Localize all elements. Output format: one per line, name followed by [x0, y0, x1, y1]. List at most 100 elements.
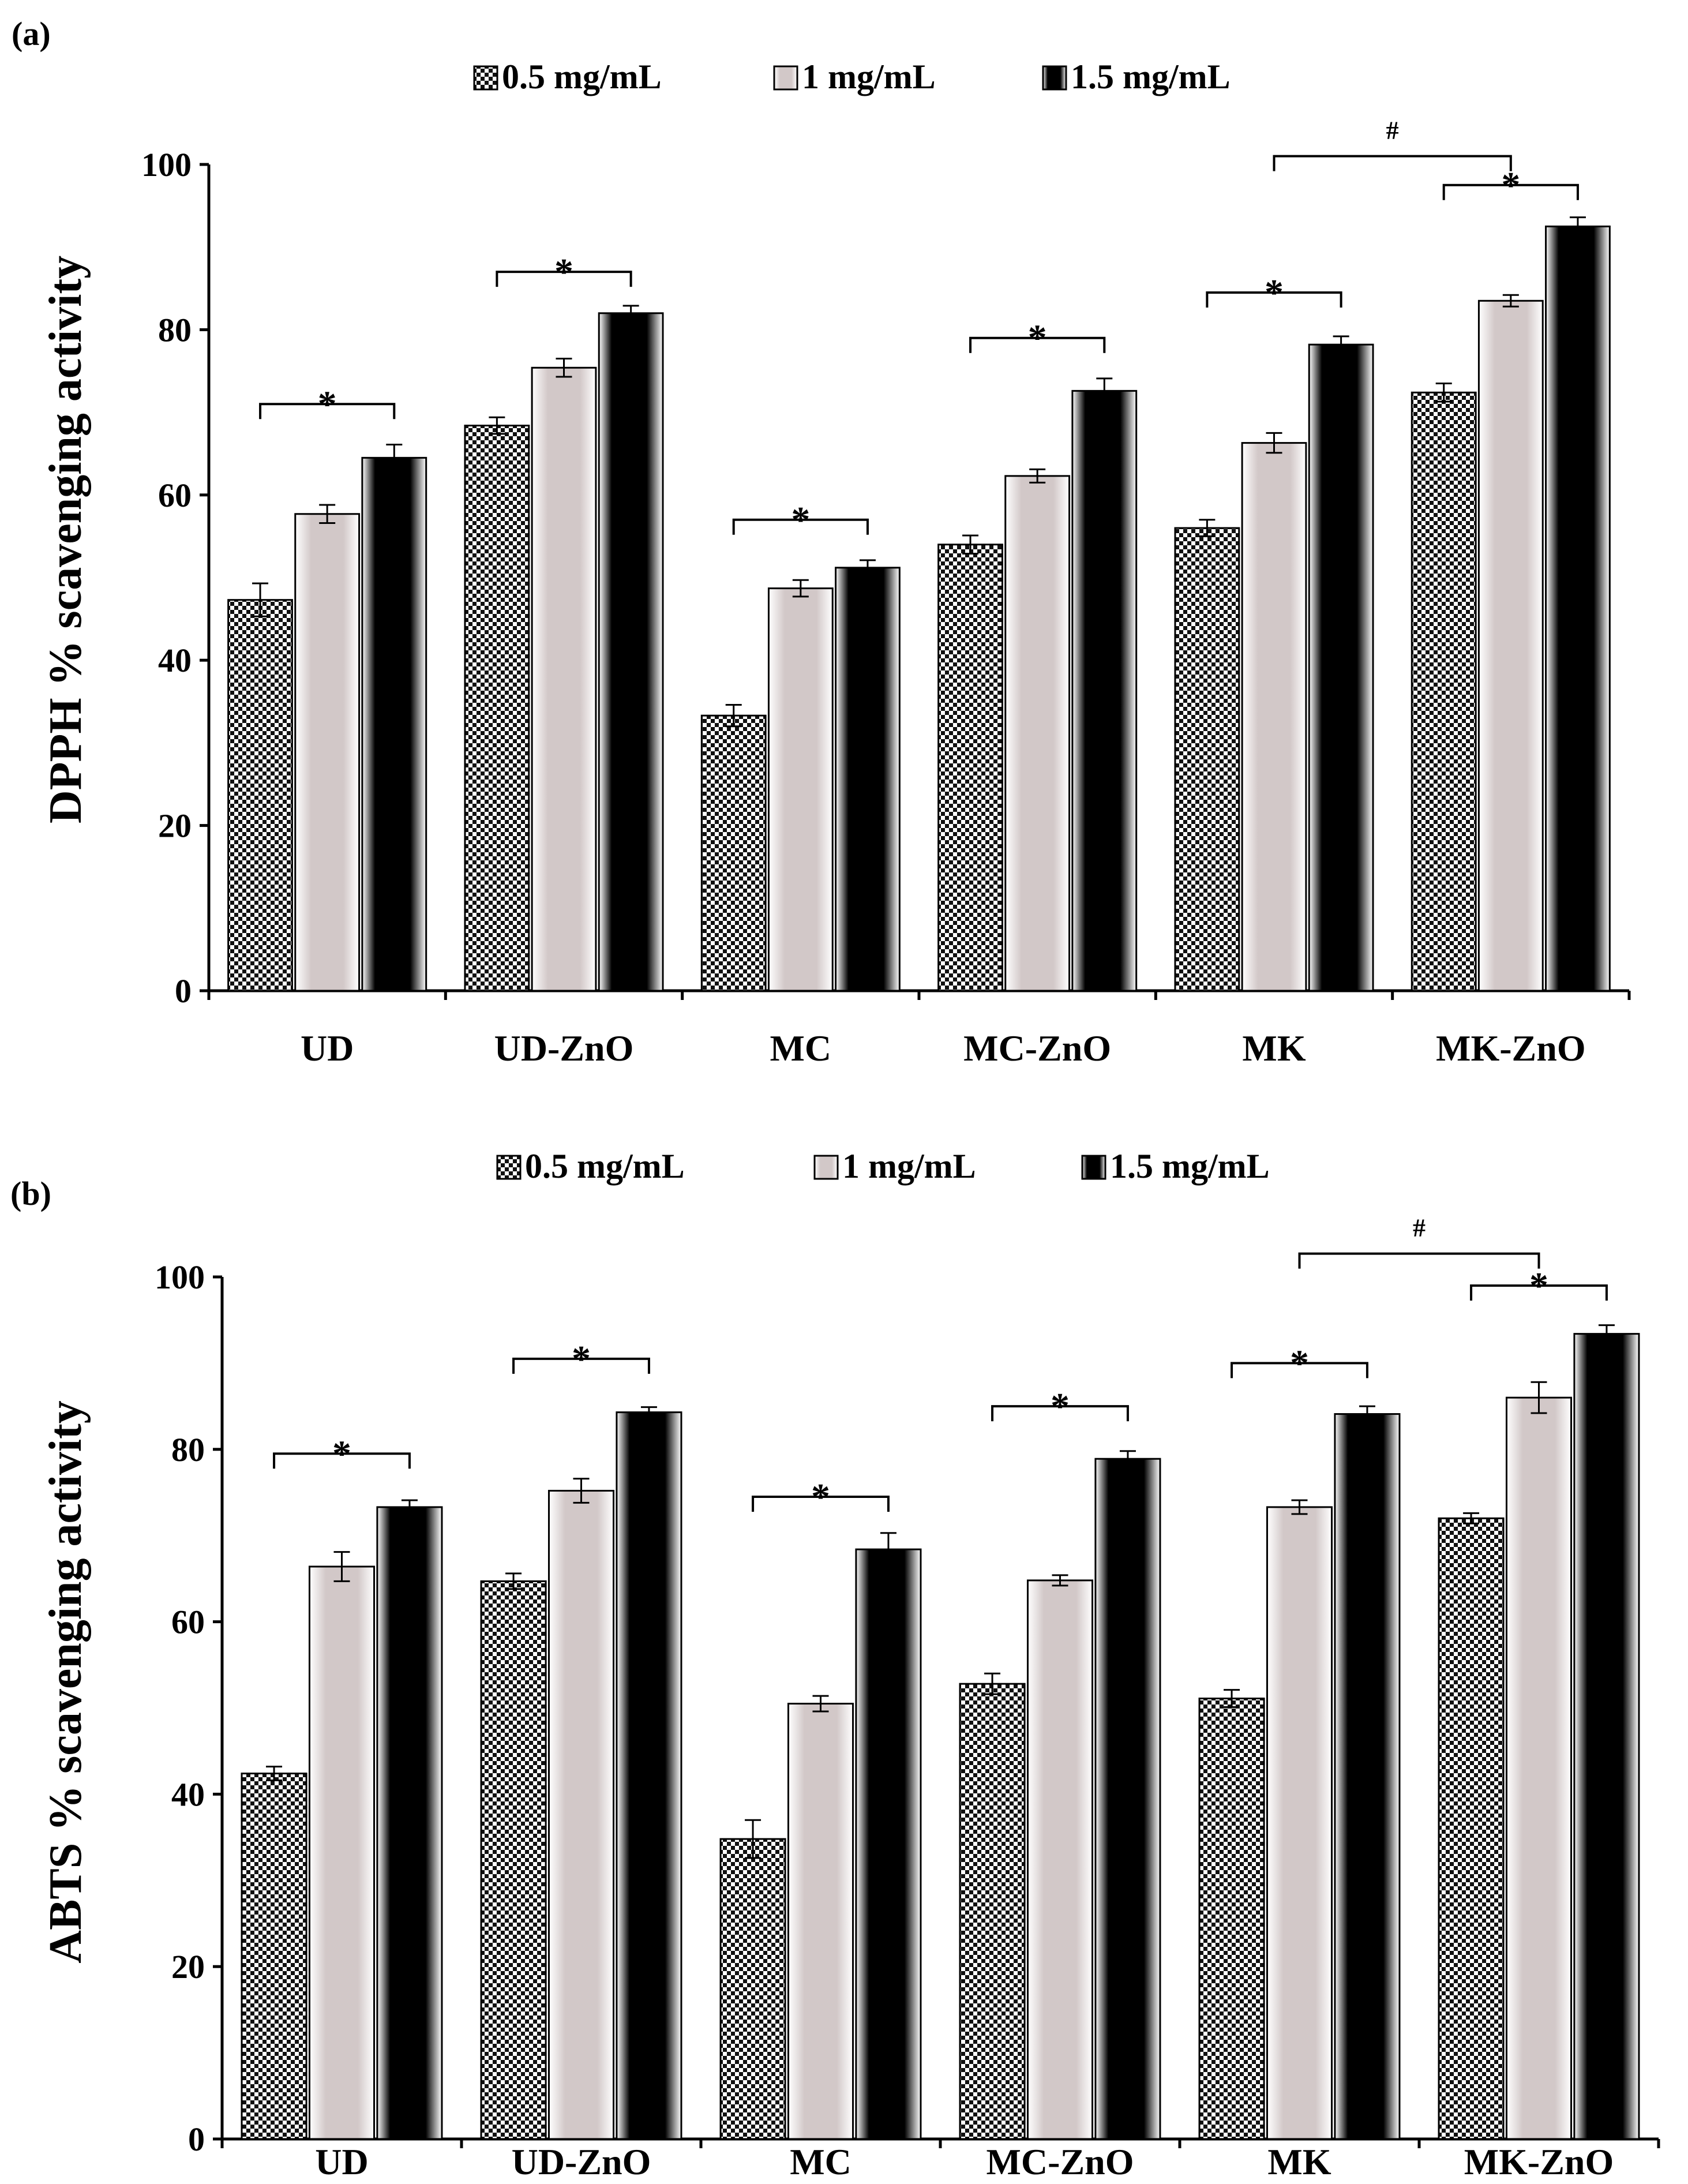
- bar-b-s2-c3: [1094, 1458, 1161, 2140]
- error-bar-b-s2-c5: [1598, 1324, 1615, 1344]
- y-tick-label-a-40: 40: [158, 642, 192, 679]
- sig-bracket-a-6: [1273, 155, 1512, 171]
- legend-a-label-0-5: 0.5 mg/mL: [502, 58, 662, 96]
- error-bar-a-s2-c0: [386, 443, 403, 472]
- category-label-b-5: MK-ZnO: [1464, 2141, 1614, 2182]
- error-bar-a-s0-c5: [1435, 382, 1452, 403]
- error-bar-b-s1-c1: [573, 1478, 590, 1504]
- error-bar-a-s1-c0: [319, 504, 336, 524]
- error-bar-a-s2-c4: [1333, 335, 1349, 354]
- y-tick-label-b-40: 40: [171, 1775, 205, 1813]
- chart-b-plot: 0 20 40 60 80 100 UD UD-ZnO MC MC-ZnO MK MK-ZnO * * * *…: [155, 1214, 1660, 2182]
- error-bar-a-s1-c2: [792, 579, 809, 598]
- sig-label-b-6: #: [1413, 1214, 1426, 1242]
- error-bar-b-s0-c2: [745, 1819, 762, 1859]
- legend-a-swatch-0-5: [473, 65, 498, 91]
- y-tick-label-b-60: 60: [171, 1604, 205, 1641]
- y-tick-label-a-60: 60: [158, 477, 192, 514]
- error-bar-b-s2-c0: [401, 1499, 418, 1515]
- error-bar-a-s2-c2: [859, 559, 876, 576]
- bar-b-s1-c2: [787, 1703, 854, 2140]
- sig-label-a-5: *: [1501, 164, 1520, 207]
- error-bar-a-s0-c4: [1199, 519, 1216, 537]
- y-tick-label-b-100: 100: [155, 1258, 205, 1296]
- sig-label-a-6: #: [1386, 117, 1399, 145]
- sig-bracket-a-5: [1442, 183, 1579, 200]
- bar-b-s1-c5: [1505, 1396, 1573, 2140]
- legend-b-swatch-0-5: [496, 1155, 522, 1180]
- legend-a-swatch-1: [773, 65, 798, 91]
- error-bar-b-s0-c1: [505, 1572, 522, 1590]
- bar-b-s2-c2: [855, 1548, 922, 2140]
- bar-a-s2-c0: [361, 456, 427, 992]
- bar-a-s1-c2: [767, 587, 834, 992]
- bar-b-s0-c2: [719, 1838, 786, 2140]
- legend-a-label-1-5: 1.5 mg/mL: [1071, 58, 1231, 96]
- bar-a-s1-c1: [531, 366, 597, 992]
- y-tick-label-b-0: 0: [188, 2121, 205, 2158]
- bar-a-s0-c0: [227, 599, 293, 992]
- category-label-b-0: UD: [315, 2141, 368, 2182]
- y-tick-label-a-20: 20: [158, 807, 192, 845]
- bar-a-s1-c3: [1004, 475, 1071, 992]
- error-bar-a-s1-c4: [1266, 432, 1282, 454]
- legend-a: 0.5 mg/mL 1 mg/mL 1.5 mg/mL: [473, 58, 1231, 96]
- category-label-b-2: MC: [790, 2141, 851, 2182]
- error-bar-b-s1-c2: [812, 1695, 829, 1713]
- sig-label-a-3: *: [1028, 317, 1047, 359]
- bar-b-s0-c1: [480, 1580, 547, 2140]
- bar-a-s1-c5: [1477, 299, 1544, 992]
- y-tick-label-b-80: 80: [171, 1431, 205, 1469]
- bar-a-s0-c2: [700, 714, 767, 992]
- legend-b-swatch-1: [813, 1155, 839, 1180]
- category-label-a-4: MK: [1242, 1028, 1306, 1069]
- sig-label-b-2: *: [811, 1476, 830, 1518]
- legend-b-label-1-5: 1.5 mg/mL: [1110, 1147, 1270, 1185]
- sig-bracket-a-4: [1206, 291, 1342, 308]
- error-bar-b-s2-c3: [1119, 1450, 1136, 1468]
- bar-b-s0-c0: [241, 1773, 307, 2140]
- bar-b-s2-c0: [376, 1506, 443, 2140]
- sig-label-b-1: *: [572, 1338, 591, 1380]
- bar-a-s0-c4: [1174, 527, 1240, 992]
- sig-label-b-3: *: [1051, 1385, 1070, 1428]
- sig-bracket-a-2: [732, 518, 869, 535]
- error-bar-a-s1-c1: [556, 358, 572, 378]
- bar-b-s0-c4: [1198, 1698, 1265, 2140]
- bar-a-s0-c5: [1411, 391, 1477, 992]
- category-label-b-4: MK: [1267, 2141, 1331, 2182]
- category-label-b-3: MC-ZnO: [986, 2141, 1134, 2182]
- error-bar-a-s0-c2: [725, 704, 742, 728]
- bar-a-s2-c4: [1308, 343, 1374, 992]
- sig-bracket-b-5: [1470, 1284, 1608, 1301]
- category-label-a-2: MC: [770, 1028, 832, 1069]
- error-bar-b-s2-c2: [880, 1532, 896, 1567]
- sig-bracket-a-3: [969, 336, 1106, 353]
- error-bar-a-s1-c3: [1029, 468, 1046, 484]
- error-bar-a-s1-c5: [1502, 294, 1519, 308]
- error-bar-b-s0-c3: [984, 1672, 1001, 1695]
- sig-bracket-b-6: [1298, 1252, 1540, 1269]
- panel-b-label: (b): [10, 1175, 51, 1212]
- error-bar-a-s2-c1: [622, 305, 639, 322]
- legend-a-label-1: 1 mg/mL: [802, 58, 936, 96]
- category-label-a-5: MK-ZnO: [1436, 1028, 1586, 1069]
- bar-a-s1-c0: [294, 513, 361, 992]
- legend-b-label-0-5: 0.5 mg/mL: [525, 1147, 685, 1185]
- bar-b-s1-c1: [547, 1490, 615, 2140]
- category-label-a-3: MC-ZnO: [963, 1028, 1111, 1069]
- bar-a-s1-c4: [1241, 442, 1307, 992]
- sig-label-a-2: *: [791, 499, 810, 541]
- error-bar-b-s2-c4: [1359, 1405, 1375, 1423]
- bar-a-s2-c2: [835, 567, 901, 992]
- sig-bracket-b-2: [752, 1495, 890, 1512]
- error-bar-b-s2-c1: [640, 1406, 657, 1419]
- sig-label-a-1: *: [554, 251, 573, 293]
- bar-a-s0-c1: [464, 425, 530, 992]
- error-bar-b-s1-c0: [333, 1551, 350, 1582]
- sig-bracket-b-1: [512, 1357, 650, 1374]
- sig-bracket-b-0: [273, 1452, 411, 1469]
- bar-a-s2-c3: [1071, 389, 1138, 992]
- error-bar-a-s2-c3: [1096, 377, 1113, 404]
